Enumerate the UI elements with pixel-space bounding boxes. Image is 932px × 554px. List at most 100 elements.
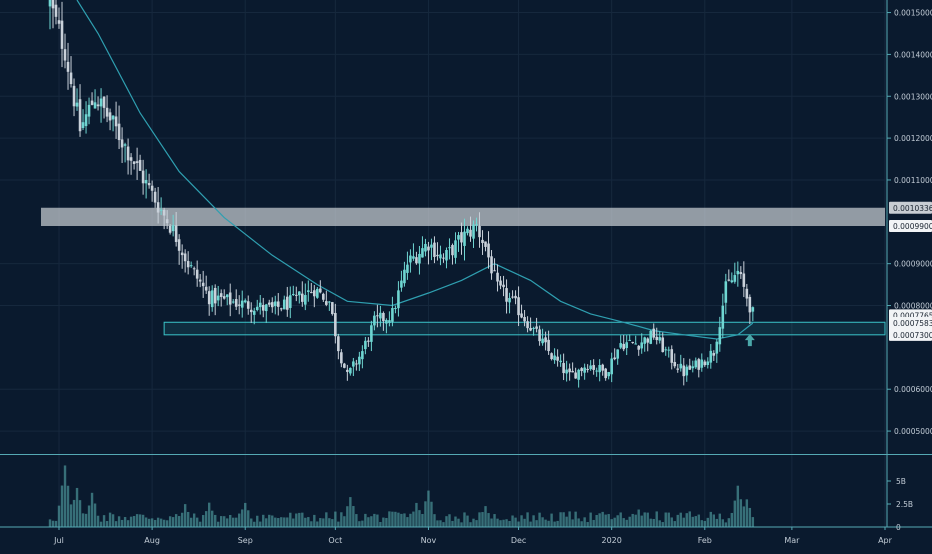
volume-bar[interactable] [376, 514, 379, 527]
volume-bar[interactable] [247, 510, 250, 527]
volume-bar[interactable] [517, 521, 520, 527]
candle-up[interactable] [370, 325, 373, 342]
candle-up[interactable] [721, 305, 725, 329]
time-tick-label[interactable]: Oct [328, 536, 342, 545]
volume-bar[interactable] [751, 517, 755, 527]
candle-down[interactable] [105, 107, 109, 117]
volume-bar[interactable] [691, 516, 694, 527]
volume-bar[interactable] [583, 517, 586, 527]
volume-bar[interactable] [565, 516, 568, 527]
volume-bar[interactable] [147, 518, 151, 527]
volume-bar[interactable] [244, 502, 247, 527]
volume-bar[interactable] [156, 517, 160, 527]
volume-bar[interactable] [430, 501, 433, 527]
candle-down[interactable] [523, 317, 526, 322]
candle-down[interactable] [301, 293, 304, 302]
candle-up[interactable] [508, 298, 511, 303]
volume-bar[interactable] [229, 514, 232, 527]
volume-bar[interactable] [117, 516, 121, 527]
volume-bar[interactable] [421, 513, 424, 527]
candle-up[interactable] [718, 327, 722, 345]
volume-bar[interactable] [108, 512, 112, 527]
candle-up[interactable] [619, 343, 622, 348]
candle-up[interactable] [532, 327, 535, 329]
candle-up[interactable] [243, 300, 247, 303]
volume-bar[interactable] [580, 521, 583, 527]
candle-down[interactable] [180, 252, 184, 256]
volume-bar[interactable] [607, 514, 610, 527]
volume-bar[interactable] [463, 512, 466, 527]
candle-up[interactable] [598, 365, 601, 373]
volume-bar[interactable] [250, 518, 253, 527]
volume-bar[interactable] [111, 514, 115, 527]
candle-up[interactable] [751, 307, 755, 312]
candle-up[interactable] [273, 301, 277, 307]
candle-down[interactable] [337, 336, 340, 352]
candle-down[interactable] [294, 294, 298, 296]
volume-bar[interactable] [204, 511, 208, 527]
volume-bar[interactable] [406, 517, 409, 527]
candle-down[interactable] [267, 302, 271, 305]
candle-down[interactable] [442, 257, 445, 259]
volume-bar[interactable] [87, 505, 91, 527]
candle-up[interactable] [439, 254, 442, 259]
volume-bar[interactable] [673, 521, 676, 527]
candle-down[interactable] [228, 292, 232, 305]
volume-bar[interactable] [48, 519, 52, 527]
volume-bar[interactable] [340, 512, 343, 527]
candle-up[interactable] [610, 358, 613, 375]
candle-down[interactable] [580, 368, 583, 372]
candle-down[interactable] [712, 353, 716, 356]
volume-bar[interactable] [69, 504, 73, 527]
volume-bar[interactable] [226, 518, 229, 527]
candle-up[interactable] [733, 275, 737, 282]
candle-down[interactable] [346, 369, 349, 372]
candle-up[interactable] [304, 295, 307, 305]
candle-down[interactable] [102, 96, 106, 108]
candle-up[interactable] [328, 301, 331, 303]
candle-up[interactable] [694, 360, 698, 368]
volume-pane[interactable] [48, 465, 755, 527]
volume-bar[interactable] [217, 521, 220, 527]
candle-down[interactable] [568, 368, 571, 373]
volume-bar[interactable] [241, 509, 244, 527]
candle-down[interactable] [382, 312, 385, 322]
candle-down[interactable] [96, 104, 100, 107]
candle-up[interactable] [379, 312, 382, 319]
volume-bar[interactable] [619, 512, 622, 527]
candle-down[interactable] [285, 296, 289, 310]
volume-bar[interactable] [394, 511, 397, 527]
volume-bar[interactable] [661, 522, 664, 527]
volume-bar[interactable] [586, 522, 589, 527]
volume-bar[interactable] [81, 513, 85, 527]
candle-up[interactable] [565, 369, 568, 374]
volume-bar[interactable] [676, 514, 679, 527]
candle-down[interactable] [505, 288, 508, 302]
candle-up[interactable] [577, 369, 580, 380]
volume-bar[interactable] [367, 517, 370, 527]
volume-bar[interactable] [538, 512, 541, 527]
volume-bar[interactable] [472, 518, 475, 527]
volume-bar[interactable] [379, 522, 382, 527]
volume-bar[interactable] [658, 520, 661, 527]
candle-down[interactable] [586, 368, 589, 371]
volume-bar[interactable] [709, 511, 712, 527]
volume-bar[interactable] [232, 517, 235, 527]
volume-bar[interactable] [550, 513, 553, 527]
volume-bar[interactable] [90, 492, 94, 527]
volume-bar[interactable] [718, 513, 722, 527]
volume-bar[interactable] [736, 485, 740, 527]
volume-bar[interactable] [123, 517, 127, 527]
candle-down[interactable] [150, 185, 154, 191]
candle-down[interactable] [646, 338, 650, 343]
volume-bar[interactable] [742, 506, 746, 527]
candle-down[interactable] [186, 261, 190, 268]
volume-bar[interactable] [256, 515, 259, 527]
candle-down[interactable] [207, 291, 211, 305]
candle-up[interactable] [48, 0, 52, 7]
candle-down[interactable] [51, 0, 55, 9]
candle-up[interactable] [216, 295, 220, 301]
candle-down[interactable] [484, 241, 487, 247]
volume-bar[interactable] [514, 517, 517, 527]
